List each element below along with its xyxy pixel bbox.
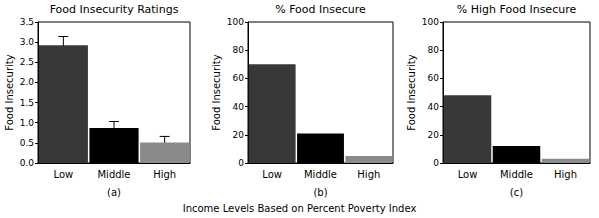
svg-text:60: 60: [233, 73, 245, 83]
svg-text:Food Insecurity: Food Insecurity: [211, 54, 222, 130]
svg-text:Food Insecurity: Food Insecurity: [406, 54, 417, 130]
svg-text:20: 20: [233, 130, 245, 140]
svg-text:1.5: 1.5: [20, 98, 34, 108]
svg-text:3.5: 3.5: [20, 17, 34, 27]
svg-text:Income Levels Based on Percent: Income Levels Based on Percent Poverty I…: [183, 203, 417, 214]
svg-text:1.0: 1.0: [20, 118, 35, 128]
svg-text:0.0: 0.0: [20, 158, 35, 168]
svg-text:80: 80: [428, 45, 440, 55]
svg-text:60: 60: [428, 73, 440, 83]
svg-text:20: 20: [428, 130, 440, 140]
svg-text:% High Food Insecure: % High Food Insecure: [457, 3, 577, 16]
svg-text:(b): (b): [313, 187, 327, 198]
svg-text:0.5: 0.5: [20, 138, 34, 148]
svg-text:Middle: Middle: [500, 169, 533, 180]
svg-text:Low: Low: [53, 169, 73, 180]
svg-text:% Food Insecure: % Food Insecure: [275, 3, 366, 16]
svg-text:Food Insecurity: Food Insecurity: [4, 54, 15, 130]
svg-text:2.5: 2.5: [20, 57, 34, 67]
svg-text:Low: Low: [458, 169, 478, 180]
svg-text:100: 100: [422, 17, 439, 27]
svg-text:High: High: [357, 169, 380, 180]
svg-text:40: 40: [233, 102, 245, 112]
svg-text:0: 0: [238, 158, 244, 168]
svg-text:Low: Low: [262, 169, 282, 180]
svg-text:Food Insecurity Ratings: Food Insecurity Ratings: [50, 3, 179, 16]
svg-text:(a): (a): [107, 187, 121, 198]
svg-text:Middle: Middle: [304, 169, 337, 180]
svg-text:40: 40: [428, 102, 440, 112]
svg-text:2.0: 2.0: [20, 77, 35, 87]
svg-text:3.0: 3.0: [20, 37, 35, 47]
svg-text:Middle: Middle: [97, 169, 130, 180]
svg-text:100: 100: [227, 17, 244, 27]
svg-text:(c): (c): [510, 187, 523, 198]
svg-text:High: High: [554, 169, 577, 180]
svg-text:0: 0: [433, 158, 439, 168]
svg-text:80: 80: [233, 45, 245, 55]
svg-text:High: High: [153, 169, 176, 180]
